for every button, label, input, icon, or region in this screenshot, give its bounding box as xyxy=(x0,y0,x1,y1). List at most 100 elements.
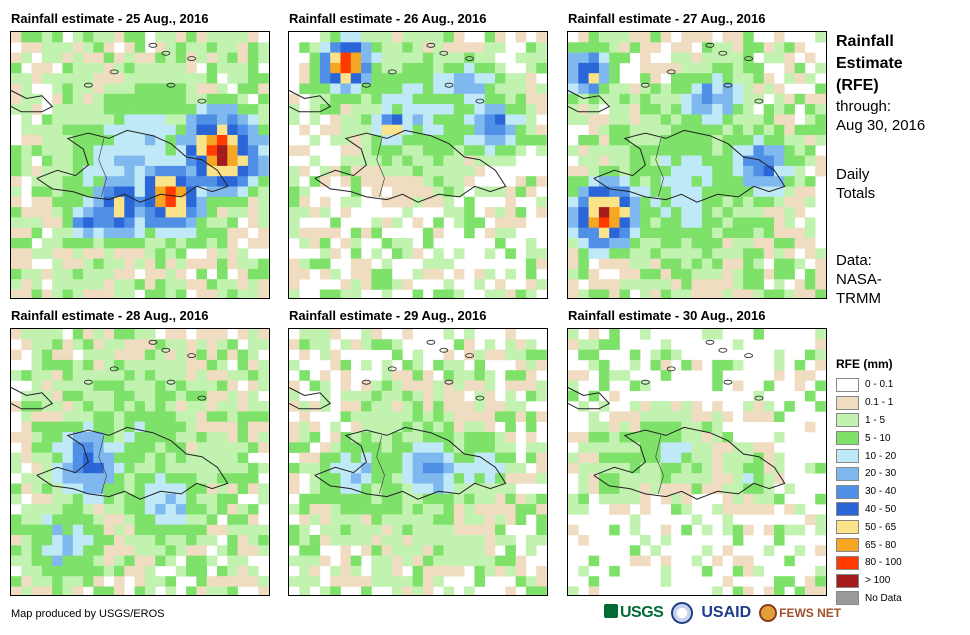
rainfall-cell xyxy=(763,238,775,249)
rainfall-cell xyxy=(598,462,610,474)
rainfall-cell xyxy=(660,432,672,443)
rainfall-cell xyxy=(464,83,475,95)
rainfall-cell xyxy=(31,401,43,412)
legend-label: 10 - 20 xyxy=(865,450,897,462)
rainfall-cell xyxy=(31,411,43,422)
rainfall-cell xyxy=(319,73,331,84)
rainfall-cell xyxy=(175,145,187,156)
rainfall-cell xyxy=(763,462,775,474)
rainfall-cell xyxy=(660,217,672,228)
rainfall-cell xyxy=(784,504,795,515)
rainfall-cell xyxy=(114,93,125,105)
rainfall-cell xyxy=(722,258,734,270)
rainfall-cell xyxy=(525,545,537,556)
rainfall-cell xyxy=(350,93,362,105)
islet-outline xyxy=(426,42,436,48)
rainfall-cell xyxy=(52,196,63,208)
rainfall-cell xyxy=(299,555,310,567)
rainfall-cell xyxy=(732,442,744,453)
rainfall-cell xyxy=(144,268,156,280)
rainfall-cell xyxy=(743,135,754,146)
rainfall-cell xyxy=(206,52,218,64)
rainfall-cell xyxy=(227,62,238,74)
rainfall-cell xyxy=(743,401,754,412)
rainfall-cell xyxy=(640,104,651,115)
rainfall-cell xyxy=(21,565,32,577)
rainfall-cell xyxy=(701,545,713,556)
rainfall-cell xyxy=(722,62,734,74)
rainfall-cell xyxy=(319,289,331,298)
rainfall-cell xyxy=(165,279,177,290)
rainfall-cell xyxy=(422,370,434,381)
rainfall-cell xyxy=(453,93,465,105)
panel-title-1: Rainfall estimate - 25 Aug., 2016 xyxy=(11,11,209,26)
rainfall-cell xyxy=(309,421,321,433)
rainfall-cell xyxy=(681,473,692,484)
rainfall-cell xyxy=(629,165,641,177)
rainfall-cell xyxy=(309,135,321,146)
usaid-logo: USAID xyxy=(701,604,752,621)
rainfall-cell xyxy=(371,217,382,228)
rainfall-cell xyxy=(83,217,94,228)
rainfall-cell xyxy=(629,135,641,146)
rainfall-cell xyxy=(743,62,754,74)
rainfall-cell xyxy=(681,114,692,125)
rainfall-cell xyxy=(41,176,53,187)
rainfall-cell xyxy=(381,238,393,249)
rainfall-cell xyxy=(671,493,682,505)
rainfall-cell xyxy=(402,155,413,167)
rainfall-cell xyxy=(186,258,197,270)
rainfall-cell xyxy=(650,145,661,156)
rainfall-cell xyxy=(392,186,403,198)
rainfall-cell xyxy=(247,258,259,270)
rainfall-cell xyxy=(568,339,579,350)
rainfall-cell xyxy=(175,42,187,53)
rainfall-cell xyxy=(196,165,207,177)
rainfall-map-2 xyxy=(288,31,548,299)
rainfall-cell xyxy=(392,576,403,587)
islet-outline xyxy=(705,42,715,48)
rainfall-cell xyxy=(422,442,434,453)
rainfall-cell xyxy=(258,42,269,53)
rainfall-cell xyxy=(815,248,826,259)
rainfall-cell xyxy=(732,217,744,228)
rainfall-cell xyxy=(330,227,341,239)
rainfall-cell xyxy=(598,186,610,198)
rainfall-cell xyxy=(103,258,115,270)
rainfall-cell xyxy=(83,411,94,422)
rainfall-cell xyxy=(93,124,104,136)
rainfall-cell xyxy=(671,114,682,125)
rainfall-cell xyxy=(578,73,589,84)
rainfall-cell xyxy=(371,339,382,350)
rainfall-cell xyxy=(722,165,734,177)
rainfall-cell xyxy=(412,176,424,187)
rainfall-cell xyxy=(453,52,465,64)
rainfall-cell xyxy=(453,565,465,577)
rainfall-cell xyxy=(21,268,32,280)
rainfall-cell xyxy=(681,238,692,249)
rainfall-cell xyxy=(103,186,115,198)
rainfall-cell xyxy=(453,473,465,484)
rainfall-cell xyxy=(484,135,496,146)
rainfall-cell xyxy=(361,329,372,340)
rainfall-cell xyxy=(650,124,661,136)
rainfall-cell xyxy=(299,165,310,177)
rainfall-cell xyxy=(568,93,579,105)
rainfall-cell xyxy=(217,135,228,146)
rainfall-cell xyxy=(227,442,238,453)
rainfall-cell xyxy=(629,524,641,536)
rainfall-cell xyxy=(763,545,775,556)
rainfall-cell xyxy=(495,207,506,218)
rainfall-cell xyxy=(588,411,600,422)
cuba-coastline xyxy=(11,387,54,410)
rainfall-cell xyxy=(443,524,455,536)
rainfall-cell xyxy=(650,442,661,453)
rainfall-cell xyxy=(598,258,610,270)
rainfall-cell xyxy=(515,289,527,298)
rainfall-cell xyxy=(309,176,321,187)
rainfall-cell xyxy=(83,555,94,567)
rainfall-cell xyxy=(371,93,382,105)
rainfall-cell xyxy=(815,279,826,290)
rainfall-cell xyxy=(712,217,723,228)
islet-outline xyxy=(641,82,650,88)
